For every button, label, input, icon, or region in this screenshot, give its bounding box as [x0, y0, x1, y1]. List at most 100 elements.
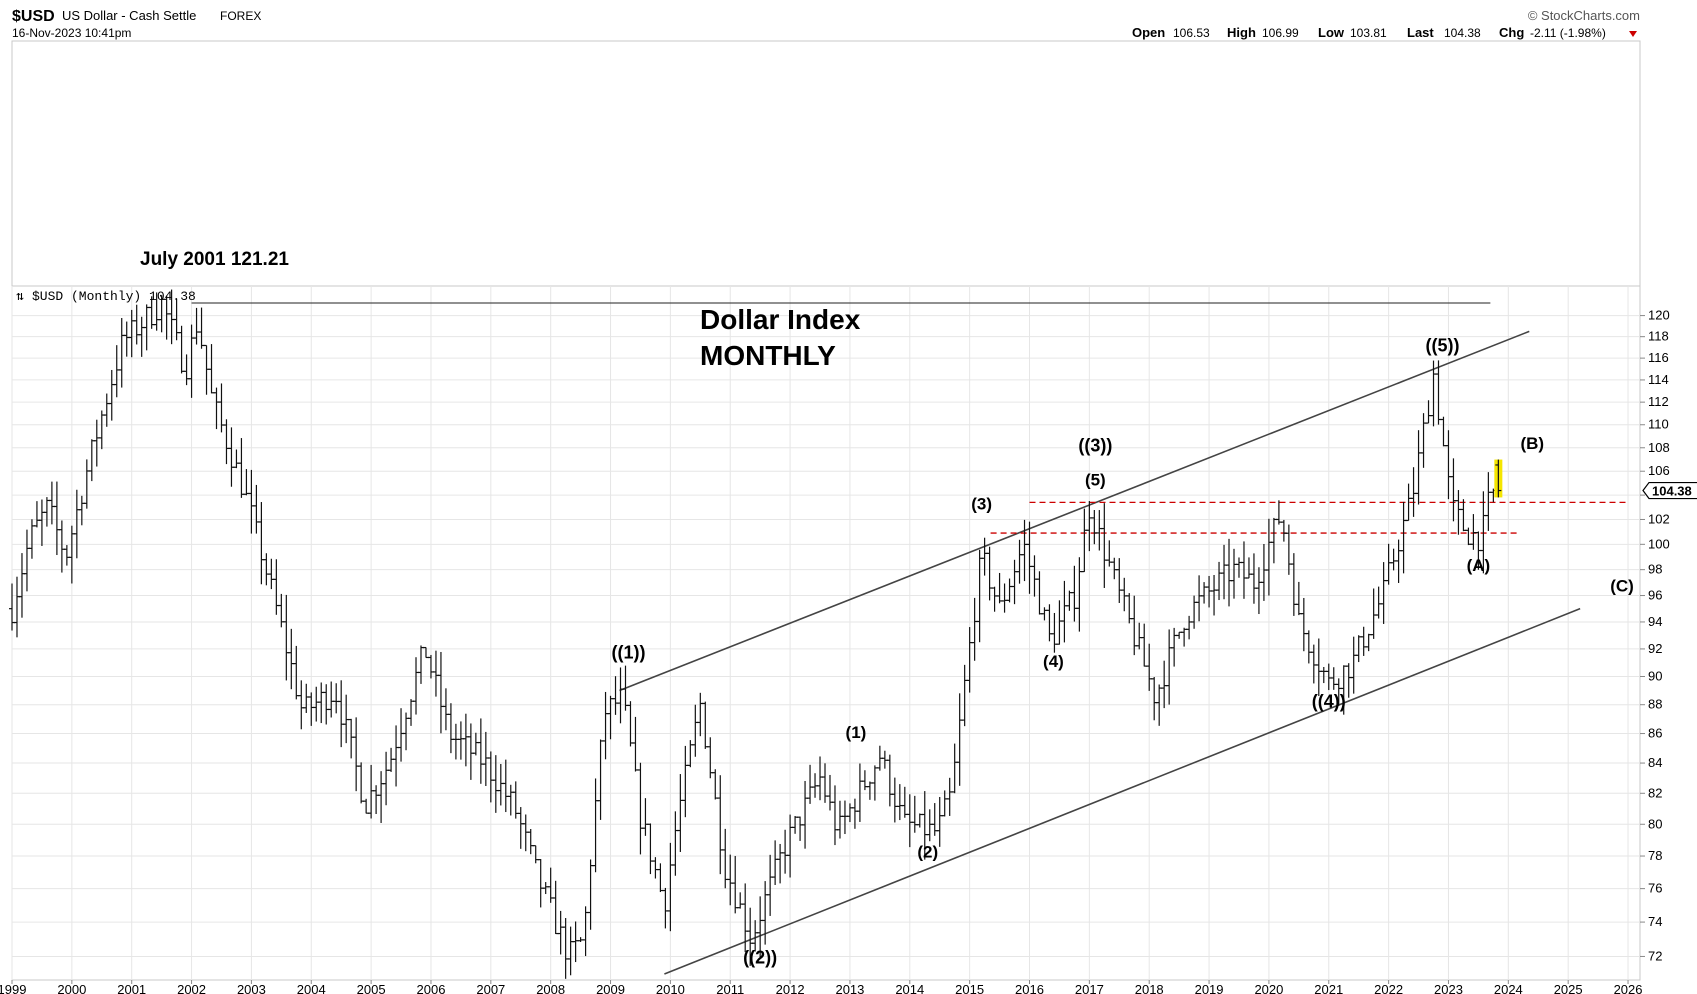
price-panel	[11, 285, 1641, 981]
x-tick-label: 2014	[895, 982, 924, 994]
exchange: FOREX	[220, 9, 261, 23]
last-price-tag-text: 104.38	[1652, 484, 1692, 499]
y-tick-label: 82	[1648, 785, 1662, 800]
x-axis: 1999 2000 2001 2002 2003 2004 2005 2006 2007 2008…	[0, 980, 1642, 994]
y-tick-label: 92	[1648, 641, 1662, 656]
x-tick-label: 2023	[1434, 982, 1463, 994]
chg-label: Chg	[1499, 25, 1524, 40]
x-tick-label: 2004	[297, 982, 326, 994]
wave-labels: ((1)) ((2)) (1) (2) (3) (4) (5) ((3)) ((4)) ((5))…	[611, 336, 1633, 968]
x-tick-label: 2006	[417, 982, 446, 994]
y-tick-label: 84	[1648, 755, 1662, 770]
july-2001-note: July 2001 121.21	[140, 249, 289, 270]
ohlc-summary: Open 106.53 High 106.99 Low 103.81 Last …	[1132, 25, 1637, 40]
wave-label: (C)	[1610, 577, 1634, 596]
y-tick-label: 112	[1648, 394, 1669, 409]
price-bars	[9, 289, 1503, 979]
y-tick-label: 110	[1648, 417, 1669, 432]
y-tick-label: 94	[1648, 614, 1662, 629]
grid	[11, 286, 1640, 980]
wave-label: (2)	[917, 843, 938, 862]
x-tick-label: 2015	[955, 982, 984, 994]
horizontal-levels	[990, 501, 1629, 534]
y-tick-label: 120	[1648, 308, 1670, 323]
low-value: 103.81	[1350, 26, 1387, 40]
y-tick-label: 114	[1648, 372, 1669, 387]
y-tick-label: 96	[1648, 588, 1662, 603]
y-tick-label: 100	[1648, 536, 1670, 551]
y-tick-label: 98	[1648, 562, 1662, 577]
high-value: 106.99	[1262, 26, 1299, 40]
x-tick-label: 2024	[1494, 982, 1523, 994]
y-tick-label: 106	[1648, 463, 1670, 478]
x-tick-label: 2020	[1254, 982, 1283, 994]
x-tick-label: 2016	[1015, 982, 1044, 994]
y-tick-label: 90	[1648, 669, 1662, 684]
wave-label: ((3))	[1078, 435, 1112, 455]
x-tick-label: 2010	[656, 982, 685, 994]
ohlc-bar	[1494, 459, 1503, 498]
wave-label: (3)	[971, 495, 992, 514]
last-label: Last	[1407, 25, 1434, 40]
wave-label: (B)	[1520, 434, 1544, 453]
x-tick-label: 1999	[0, 982, 26, 994]
low-label: Low	[1318, 25, 1345, 40]
x-tick-label: 2017	[1075, 982, 1104, 994]
wave-label: ((2))	[743, 947, 777, 967]
x-tick-label: 2021	[1314, 982, 1343, 994]
x-tick-label: 2022	[1374, 982, 1403, 994]
x-tick-label: 2026	[1614, 982, 1643, 994]
trendlines	[191, 302, 1581, 975]
x-tick-label: 2011	[716, 982, 744, 994]
open-label: Open	[1132, 25, 1165, 40]
wave-label: ((1))	[611, 643, 645, 663]
wave-label: (4)	[1043, 652, 1064, 671]
channel-upper-line	[619, 330, 1530, 692]
y-tick-label: 108	[1648, 440, 1670, 455]
symbol: $USD	[12, 8, 55, 25]
wave-label: ((5))	[1425, 336, 1459, 356]
y-tick-label: 102	[1648, 511, 1670, 526]
stockcharts-credit: © StockCharts.com	[1528, 8, 1640, 23]
panel-legend: $USD (Monthly) 104.38	[32, 289, 196, 304]
symbol-name: US Dollar - Cash Settle	[62, 8, 196, 23]
wave-label: ((4))	[1312, 692, 1346, 712]
y-tick-label: 86	[1648, 726, 1662, 741]
y-tick-label: 116	[1648, 350, 1669, 365]
high-label: High	[1227, 25, 1256, 40]
wave-label: (5)	[1085, 471, 1106, 490]
chart-title: Dollar Index	[700, 304, 861, 335]
x-tick-label: 2025	[1554, 982, 1583, 994]
x-tick-label: 2008	[536, 982, 565, 994]
y-tick-label: 88	[1648, 697, 1662, 712]
chart-subtitle: MONTHLY	[700, 340, 836, 371]
y-tick-label: 118	[1648, 329, 1669, 344]
upper-panel	[11, 40, 1641, 287]
wave-label: (1)	[846, 723, 867, 742]
x-tick-label: 2009	[596, 982, 625, 994]
panel-legend-icon[interactable]: ⇅	[16, 289, 24, 304]
x-tick-label: 2013	[835, 982, 864, 994]
y-tick-label: 74	[1648, 914, 1662, 929]
channel-lower-line	[664, 607, 1581, 975]
x-tick-label: 2007	[476, 982, 505, 994]
last-price-tag: 104.38	[1642, 481, 1697, 500]
wave-label: (A)	[1467, 556, 1491, 575]
x-tick-label: 2005	[357, 982, 386, 994]
x-tick-label: 2019	[1195, 982, 1224, 994]
x-tick-label: 2002	[177, 982, 206, 994]
open-value: 106.53	[1173, 26, 1210, 40]
y-tick-label: 72	[1648, 948, 1662, 963]
datetime: 16-Nov-2023 10:41pm	[12, 26, 131, 40]
x-tick-label: 2001	[117, 982, 146, 994]
x-tick-label: 2000	[57, 982, 86, 994]
last-value: 104.38	[1444, 26, 1481, 40]
chg-value: -2.11 (-1.98%)	[1530, 26, 1606, 40]
y-axis: 7274767880828486889092949698100102104106…	[1640, 308, 1670, 963]
y-tick-label: 76	[1648, 881, 1662, 896]
x-tick-label: 2012	[776, 982, 805, 994]
y-tick-label: 80	[1648, 816, 1662, 831]
x-tick-label: 2003	[237, 982, 266, 994]
y-tick-label: 78	[1648, 848, 1662, 863]
